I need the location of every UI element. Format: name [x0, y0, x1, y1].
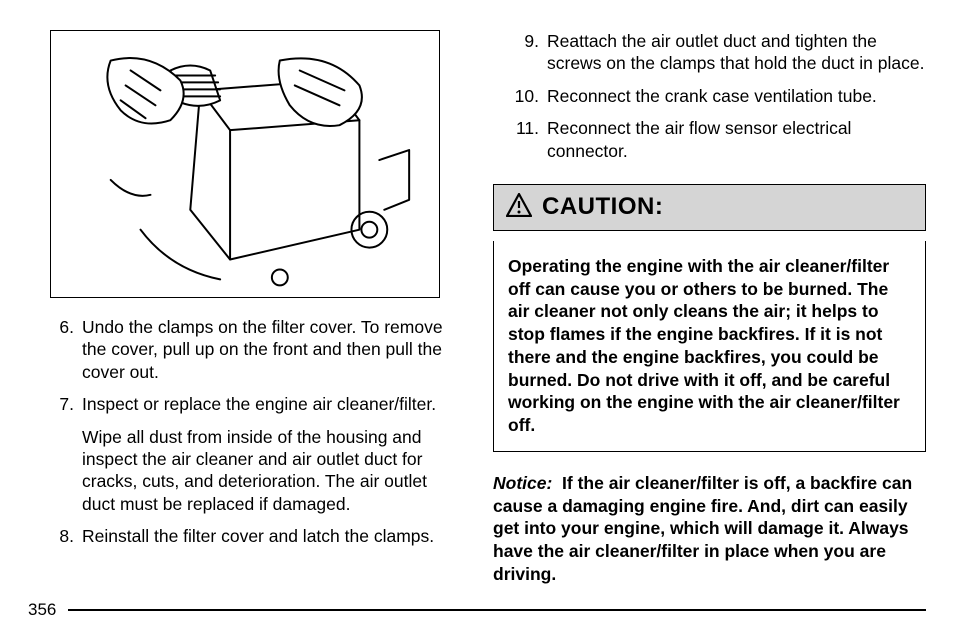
step-number: 8.	[28, 525, 82, 547]
filter-diagram-svg	[51, 30, 439, 298]
page-footer: 356	[0, 600, 954, 634]
notice-body: If the air cleaner/filter is off, a back…	[493, 473, 912, 584]
step-number: 6.	[28, 316, 82, 383]
footer-rule	[68, 609, 926, 611]
steps-list-left-b: 8. Reinstall the filter cover and latch …	[28, 525, 461, 547]
step-11: 11. Reconnect the air flow sensor electr…	[493, 117, 926, 162]
notice-label: Notice:	[493, 473, 552, 493]
illustration-air-filter	[50, 30, 440, 298]
step-number: 9.	[493, 30, 547, 75]
steps-list-left-a: 6. Undo the clamps on the filter cover. …	[28, 316, 461, 416]
step-number: 7.	[28, 393, 82, 415]
caution-header: CAUTION:	[493, 184, 926, 231]
step-text: Inspect or replace the engine air cleane…	[82, 393, 461, 415]
warning-triangle-icon	[506, 193, 532, 222]
step-text: Reattach the air outlet duct and tighten…	[547, 30, 926, 75]
step-9: 9. Reattach the air outlet duct and tigh…	[493, 30, 926, 75]
step-text: Reinstall the filter cover and latch the…	[82, 525, 461, 547]
page-number: 356	[28, 600, 56, 620]
step-8: 8. Reinstall the filter cover and latch …	[28, 525, 461, 547]
step-text: Reconnect the crank case ventilation tub…	[547, 85, 926, 107]
caution-label: CAUTION:	[542, 193, 663, 221]
notice-paragraph: Notice: If the air cleaner/filter is off…	[493, 472, 926, 586]
step-10: 10. Reconnect the crank case ventilation…	[493, 85, 926, 107]
step-6: 6. Undo the clamps on the filter cover. …	[28, 316, 461, 383]
right-column: 9. Reattach the air outlet duct and tigh…	[493, 30, 926, 590]
left-column: 6. Undo the clamps on the filter cover. …	[28, 30, 461, 590]
step-7: 7. Inspect or replace the engine air cle…	[28, 393, 461, 415]
step-text: Undo the clamps on the filter cover. To …	[82, 316, 461, 383]
steps-list-right: 9. Reattach the air outlet duct and tigh…	[493, 30, 926, 162]
step-text: Reconnect the air flow sensor electrical…	[547, 117, 926, 162]
page-content: 6. Undo the clamps on the filter cover. …	[0, 0, 954, 600]
step-7-subpara: Wipe all dust from inside of the housing…	[82, 426, 461, 516]
step-number: 10.	[493, 85, 547, 107]
step-number: 11.	[493, 117, 547, 162]
caution-body: Operating the engine with the air cleane…	[493, 241, 926, 452]
